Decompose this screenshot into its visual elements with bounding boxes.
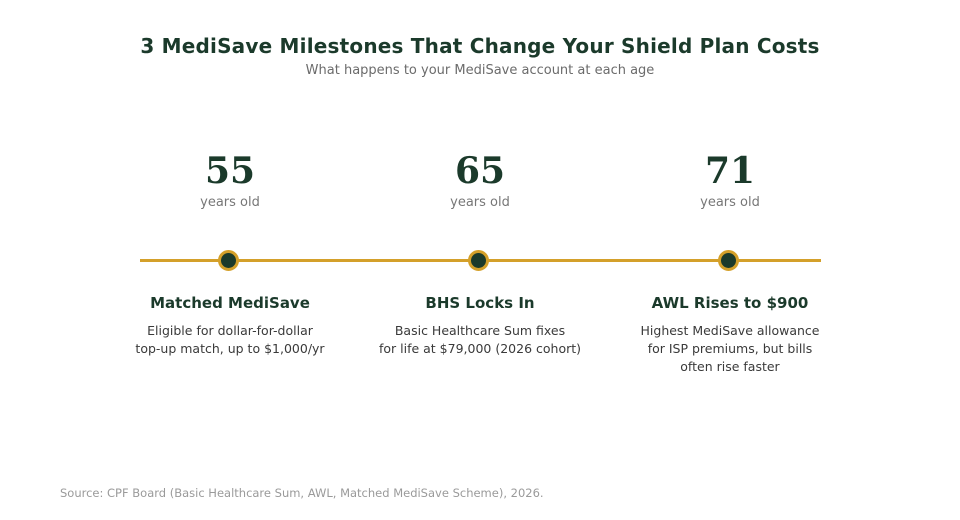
timeline-marker-dot <box>718 250 739 271</box>
milestone-55: 55 years old Matched MediSave Eligible f… <box>110 0 350 520</box>
milestone-description-line: Basic Healthcare Sum fixes <box>394 323 566 338</box>
milestone-description: Eligible for dollar-for-dollar top-up ma… <box>100 322 360 358</box>
milestone-71: 71 years old AWL Rises to $900 Highest M… <box>610 0 850 520</box>
timeline-marker-dot <box>218 250 239 271</box>
milestone-description-line: Highest MediSave allowance <box>640 323 820 338</box>
milestone-age: 71 <box>704 150 756 192</box>
page-title: 3 MediSave Milestones That Change Your S… <box>140 34 820 58</box>
milestone-age-unit: years old <box>450 195 510 210</box>
milestone-age: 55 <box>204 150 256 192</box>
milestone-description-line: often rise faster <box>680 359 780 374</box>
milestone-description: Highest MediSave allowance for ISP premi… <box>600 322 860 376</box>
milestone-description-line: top-up match, up to $1,000/yr <box>135 341 325 356</box>
milestone-age-unit: years old <box>700 195 760 210</box>
milestone-age: 65 <box>454 150 506 192</box>
source-note: Source: CPF Board (Basic Healthcare Sum,… <box>60 486 544 500</box>
milestone-title: Matched MediSave <box>150 294 310 312</box>
milestone-65: 65 years old BHS Locks In Basic Healthca… <box>360 0 600 520</box>
milestone-title: BHS Locks In <box>425 294 535 312</box>
milestone-description-line: Eligible for dollar-for-dollar <box>147 323 313 338</box>
milestone-age-unit: years old <box>200 195 260 210</box>
page-subtitle: What happens to your MediSave account at… <box>305 63 655 78</box>
milestone-description-line: for ISP premiums, but bills <box>647 341 813 356</box>
milestone-description-line: for life at $79,000 (2026 cohort) <box>378 341 582 356</box>
timeline-marker-dot <box>468 250 489 271</box>
milestone-description: Basic Healthcare Sum fixes for life at $… <box>350 322 610 358</box>
milestone-title: AWL Rises to $900 <box>651 294 809 312</box>
